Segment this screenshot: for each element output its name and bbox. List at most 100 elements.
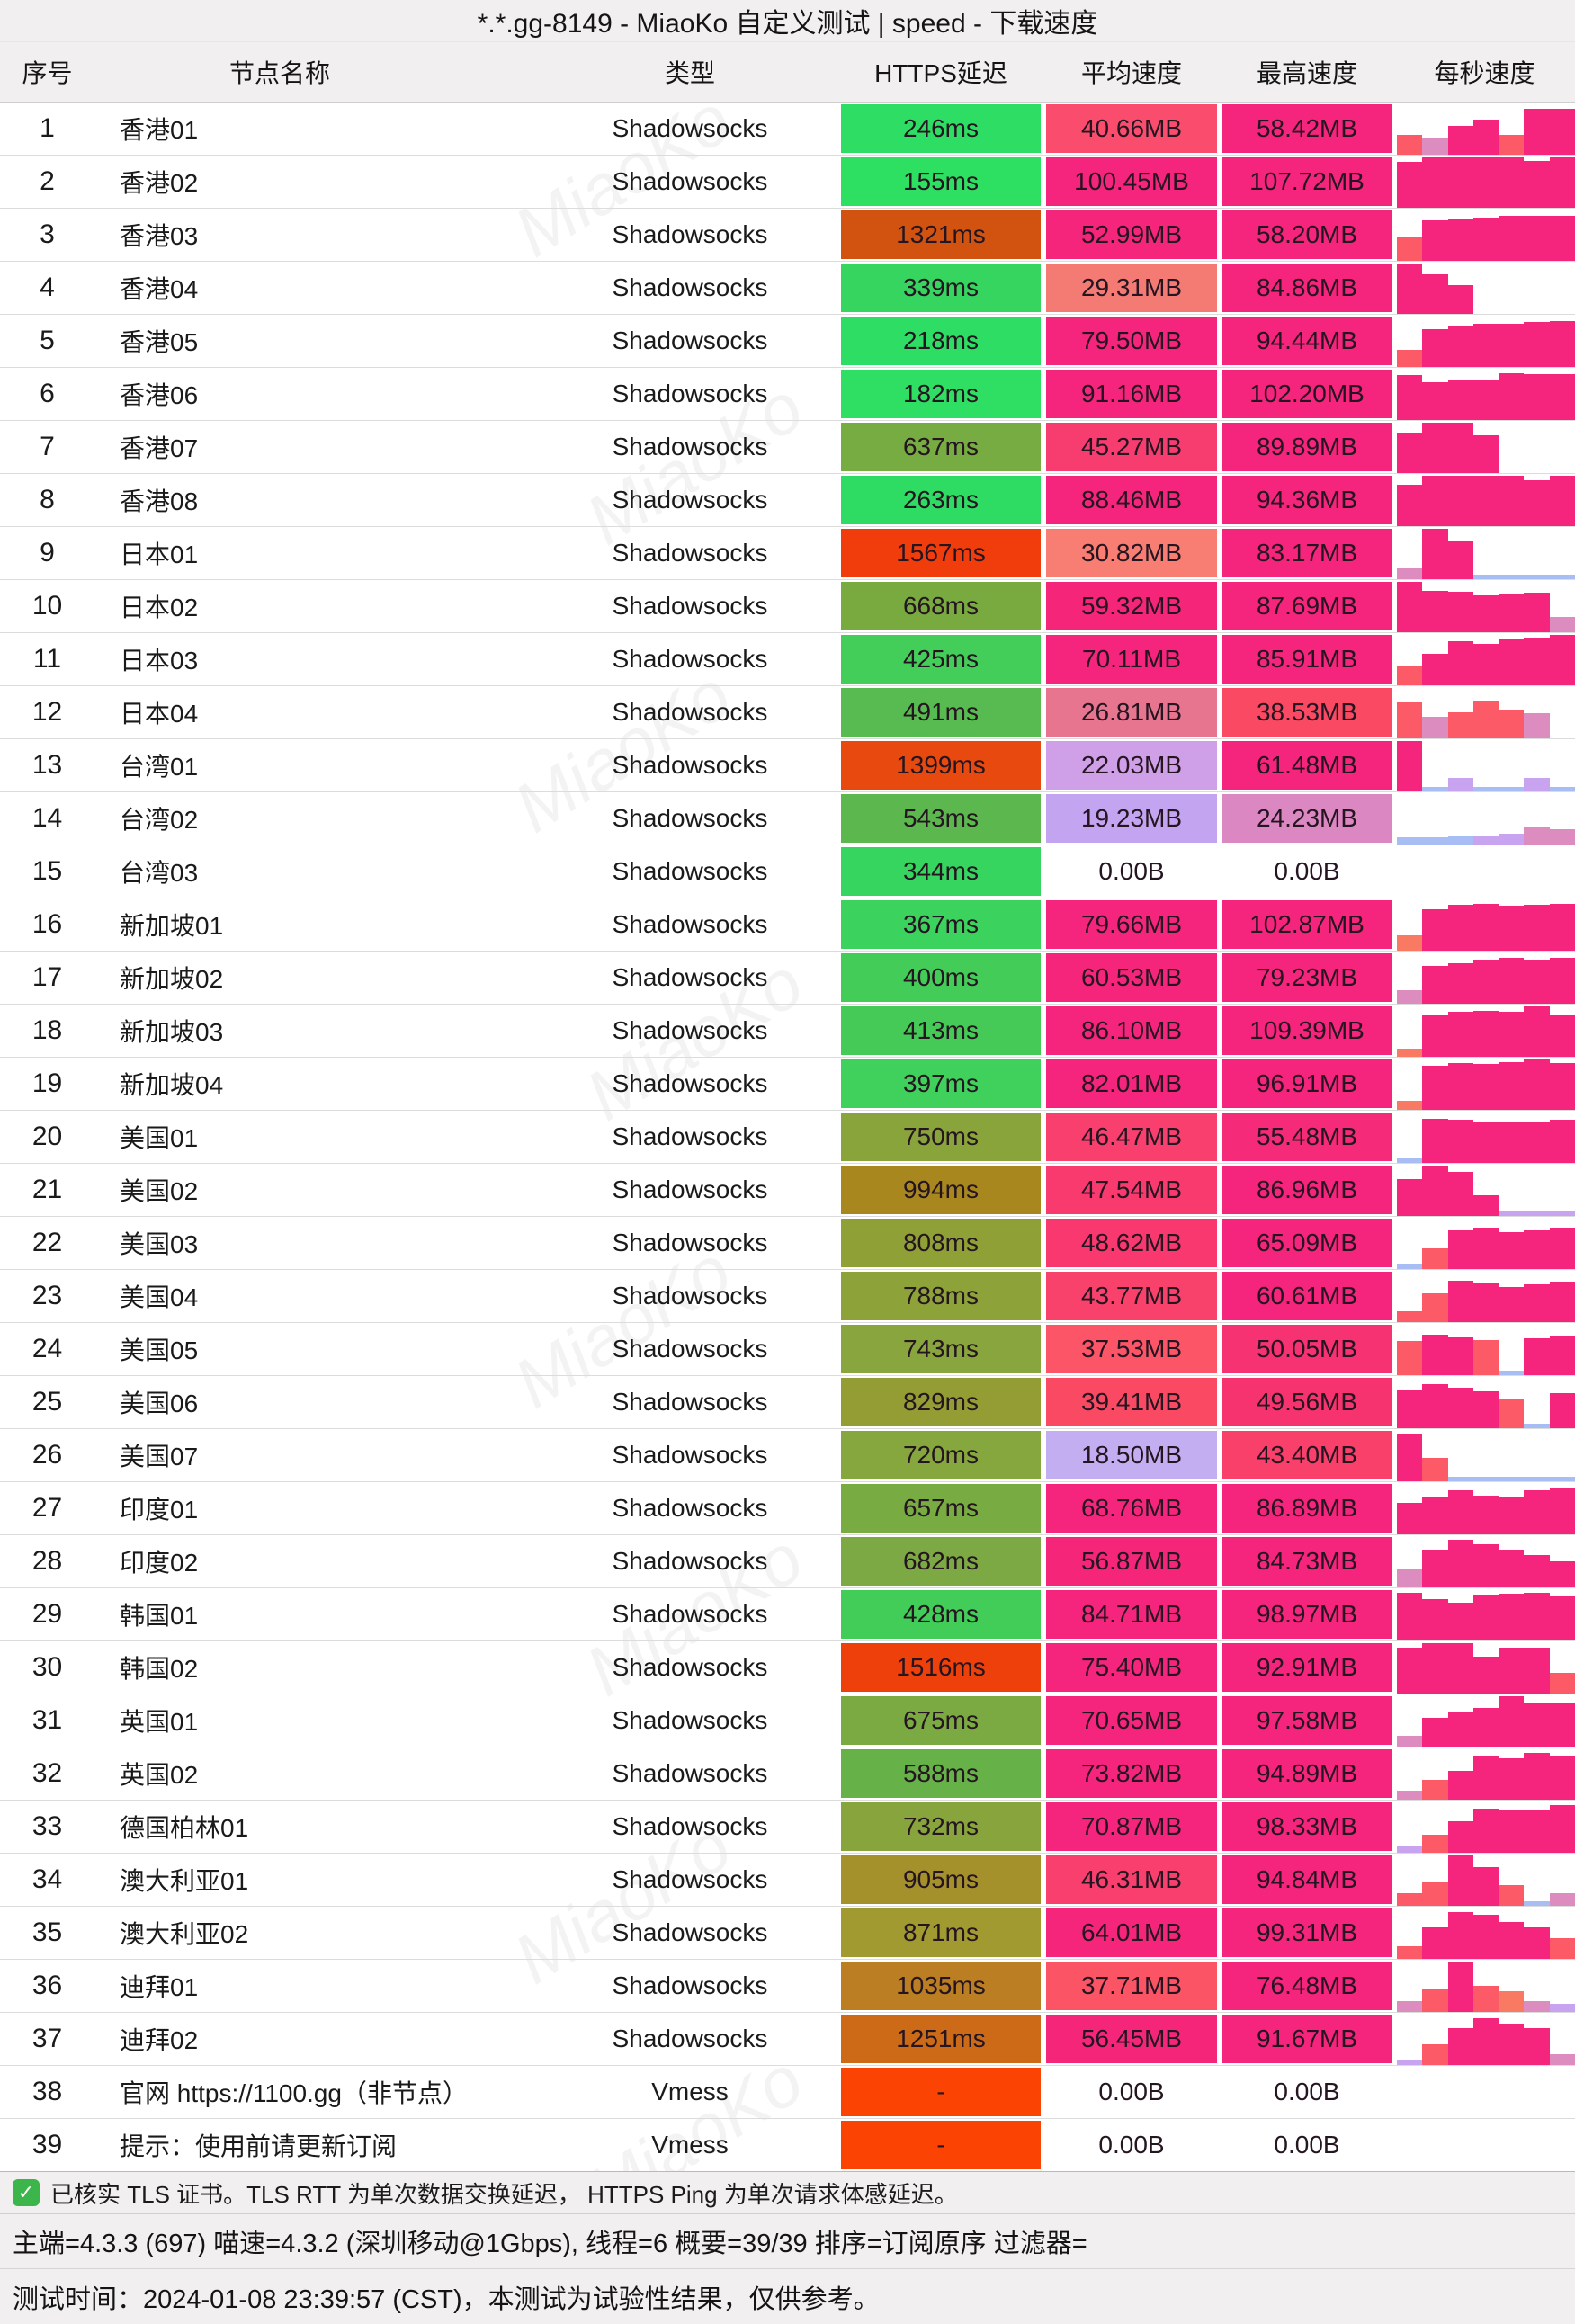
table-row: 12 日本04 Shadowsocks 491ms 26.81MB 38.53MB	[0, 685, 1575, 738]
speed-bar	[1472, 1063, 1499, 1110]
speed-bar	[1447, 423, 1473, 473]
node-name: 澳大利亚01	[120, 1867, 249, 1895]
avg-speed-cell: 48.62MB	[1046, 1219, 1217, 1267]
max-speed-cell-wrap: 55.48MB	[1220, 1111, 1394, 1163]
row-index: 6	[40, 379, 55, 408]
avg-speed-cell: 0.00B	[1046, 2068, 1217, 2116]
speed-bar	[1499, 834, 1525, 845]
row-index: 4	[40, 273, 55, 302]
speed-bars	[1394, 1164, 1575, 1216]
row-index: 1	[40, 113, 55, 143]
row-index: 39	[31, 2130, 63, 2159]
latency-cell: 339ms	[841, 264, 1041, 312]
avg-speed-cell: 18.50MB	[1046, 1431, 1217, 1479]
speed-bars	[1394, 580, 1575, 632]
latency-cell: 750ms	[841, 1113, 1041, 1161]
speed-bars	[1394, 368, 1575, 420]
speed-bar	[1447, 1062, 1473, 1110]
speed-bar	[1397, 568, 1423, 579]
speed-bar	[1499, 1647, 1525, 1694]
node-type: Shadowsocks	[612, 380, 768, 407]
node-type: Shadowsocks	[612, 1388, 768, 1416]
avg-speed-cell: 79.50MB	[1046, 317, 1217, 365]
speed-bar	[1472, 1227, 1499, 1269]
speed-bars	[1394, 209, 1575, 261]
latency-cell: 397ms	[841, 1059, 1041, 1108]
row-index: 18	[31, 1015, 63, 1045]
avg-speed-cell-wrap: 56.87MB	[1043, 1535, 1220, 1587]
max-speed-cell: 0.00B	[1222, 847, 1392, 896]
max-speed-cell-wrap: 0.00B	[1220, 845, 1394, 898]
speed-bar	[1524, 1477, 1550, 1481]
footer-stats-text: 主端=4.3.3 (697) 喵速=4.3.2 (深圳移动@1Gbps), 线程…	[13, 2230, 1087, 2258]
speed-bar	[1524, 1647, 1550, 1694]
speed-bar	[1397, 1503, 1423, 1534]
latency-cell-wrap: 829ms	[838, 1376, 1043, 1428]
row-index: 14	[31, 803, 63, 833]
max-speed-cell: 94.84MB	[1222, 1855, 1392, 1904]
node-type: Shadowsocks	[612, 220, 768, 248]
node-type: Shadowsocks	[612, 1812, 768, 1840]
speed-bar	[1549, 2054, 1575, 2065]
table-row: 33 德国柏林01 Shadowsocks 732ms 70.87MB 98.33MB	[0, 1800, 1575, 1853]
footer-time-row: 测试时间：2024-01-08 23:39:57 (CST)，本测试为试验性结果…	[0, 2268, 1575, 2324]
max-speed-cell: 58.20MB	[1222, 210, 1392, 259]
node-name: 澳大利亚02	[120, 1920, 249, 1948]
avg-speed-cell: 29.31MB	[1046, 264, 1217, 312]
latency-cell: 413ms	[841, 1006, 1041, 1055]
speed-bar	[1397, 702, 1423, 738]
latency-cell-wrap: 1567ms	[838, 527, 1043, 579]
node-name: 韩国01	[120, 1602, 199, 1630]
avg-speed-cell-wrap: 19.23MB	[1043, 792, 1220, 845]
speed-bar	[1422, 382, 1448, 420]
node-name: 台湾03	[120, 859, 199, 887]
avg-speed-cell: 0.00B	[1046, 847, 1217, 896]
row-index: 16	[31, 909, 63, 939]
speed-bar	[1524, 713, 1550, 738]
avg-speed-cell: 100.45MB	[1046, 157, 1217, 206]
max-speed-cell-wrap: 97.58MB	[1220, 1694, 1394, 1747]
avg-speed-cell-wrap: 37.53MB	[1043, 1323, 1220, 1375]
speed-bar	[1397, 836, 1423, 845]
row-index: 10	[31, 591, 63, 621]
max-speed-cell: 94.44MB	[1222, 317, 1392, 365]
avg-speed-cell-wrap: 70.65MB	[1043, 1694, 1220, 1747]
speed-bar	[1499, 1061, 1525, 1110]
speed-bar	[1447, 1911, 1473, 1959]
max-speed-cell-wrap: 87.69MB	[1220, 580, 1394, 632]
table-row: 18 新加坡03 Shadowsocks 413ms 86.10MB 109.39MB	[0, 1004, 1575, 1057]
table-row: 4 香港04 Shadowsocks 339ms 29.31MB 84.86MB	[0, 261, 1575, 314]
speed-bar	[1524, 2028, 1550, 2065]
latency-cell-wrap: 1251ms	[838, 2013, 1043, 2065]
speed-bar	[1524, 1006, 1550, 1057]
speed-bar	[1397, 134, 1423, 155]
speed-bar	[1524, 160, 1550, 208]
latency-cell: 871ms	[841, 1908, 1041, 1957]
speed-bar	[1499, 1211, 1525, 1216]
speed-bar	[1499, 372, 1525, 420]
speed-bar	[1472, 1121, 1499, 1163]
latency-cell-wrap: 218ms	[838, 315, 1043, 367]
speed-bar	[1499, 1884, 1525, 1906]
node-type: Shadowsocks	[612, 1494, 768, 1522]
speed-bar	[1549, 903, 1575, 951]
node-name: 新加坡03	[120, 1018, 224, 1046]
node-name: 迪拜02	[120, 2026, 199, 2054]
latency-cell: 155ms	[841, 157, 1041, 206]
avg-speed-cell: 52.99MB	[1046, 210, 1217, 259]
avg-speed-cell: 45.27MB	[1046, 423, 1217, 471]
speed-bar	[1499, 1757, 1525, 1800]
speed-bar	[1524, 1121, 1550, 1163]
speed-bar	[1422, 1718, 1448, 1747]
row-index: 24	[31, 1334, 63, 1363]
speed-bars	[1394, 1907, 1575, 1959]
row-index: 25	[31, 1387, 63, 1417]
latency-cell-wrap: 263ms	[838, 474, 1043, 526]
page-title: *.*.gg-8149 - MiaoKo 自定义测试 | speed - 下载速…	[477, 9, 1098, 39]
table-row: 36 迪拜01 Shadowsocks 1035ms 37.71MB 76.48MB	[0, 1959, 1575, 2012]
speed-bar	[1447, 126, 1473, 155]
speed-bar	[1397, 1892, 1423, 1906]
max-speed-cell: 102.87MB	[1222, 900, 1392, 949]
max-speed-cell: 107.72MB	[1222, 157, 1392, 206]
speed-bar	[1524, 575, 1550, 579]
